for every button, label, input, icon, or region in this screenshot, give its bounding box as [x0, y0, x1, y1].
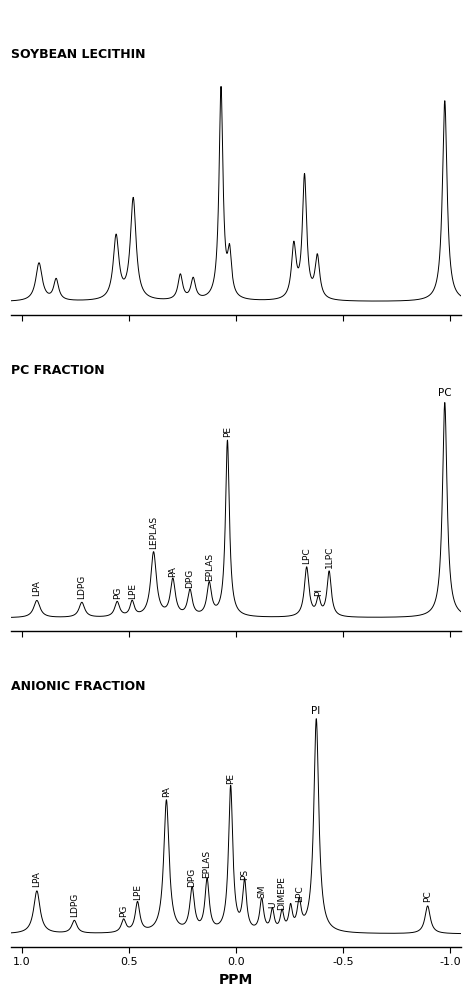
- Text: LPE: LPE: [128, 583, 137, 599]
- Text: LPA: LPA: [32, 581, 41, 597]
- Text: LPC: LPC: [302, 548, 311, 564]
- Text: PA: PA: [162, 786, 171, 797]
- X-axis label: PPM: PPM: [219, 973, 253, 987]
- Text: DPG: DPG: [185, 569, 194, 588]
- Text: PA: PA: [168, 566, 177, 577]
- Text: LPC: LPC: [295, 885, 304, 902]
- Text: SOYBEAN LECITHIN: SOYBEAN LECITHIN: [11, 48, 146, 61]
- Text: DIMEPE: DIMEPE: [278, 876, 287, 910]
- Text: PS: PS: [240, 869, 249, 880]
- Text: 1LPC: 1LPC: [325, 546, 334, 569]
- Text: U: U: [268, 902, 277, 908]
- Text: ANIONIC FRACTION: ANIONIC FRACTION: [11, 680, 146, 693]
- Text: EPLAS: EPLAS: [205, 553, 214, 581]
- Text: LPA: LPA: [32, 871, 41, 887]
- Text: PC: PC: [423, 890, 432, 902]
- Text: PI: PI: [311, 706, 320, 716]
- Text: LPE: LPE: [133, 883, 142, 900]
- Text: DPG: DPG: [188, 867, 197, 887]
- Text: LDPG: LDPG: [70, 892, 79, 917]
- Text: EPLAS: EPLAS: [202, 850, 211, 878]
- Text: PC FRACTION: PC FRACTION: [11, 364, 105, 377]
- Text: PE: PE: [223, 426, 232, 437]
- Text: PG: PG: [119, 904, 128, 917]
- Text: LDPG: LDPG: [77, 574, 86, 599]
- Text: PE: PE: [226, 773, 235, 784]
- Text: LEPLAS: LEPLAS: [149, 516, 158, 549]
- Text: SM: SM: [257, 884, 266, 897]
- Text: PG: PG: [113, 586, 122, 599]
- Text: PI: PI: [314, 589, 323, 597]
- Text: PC: PC: [438, 388, 452, 398]
